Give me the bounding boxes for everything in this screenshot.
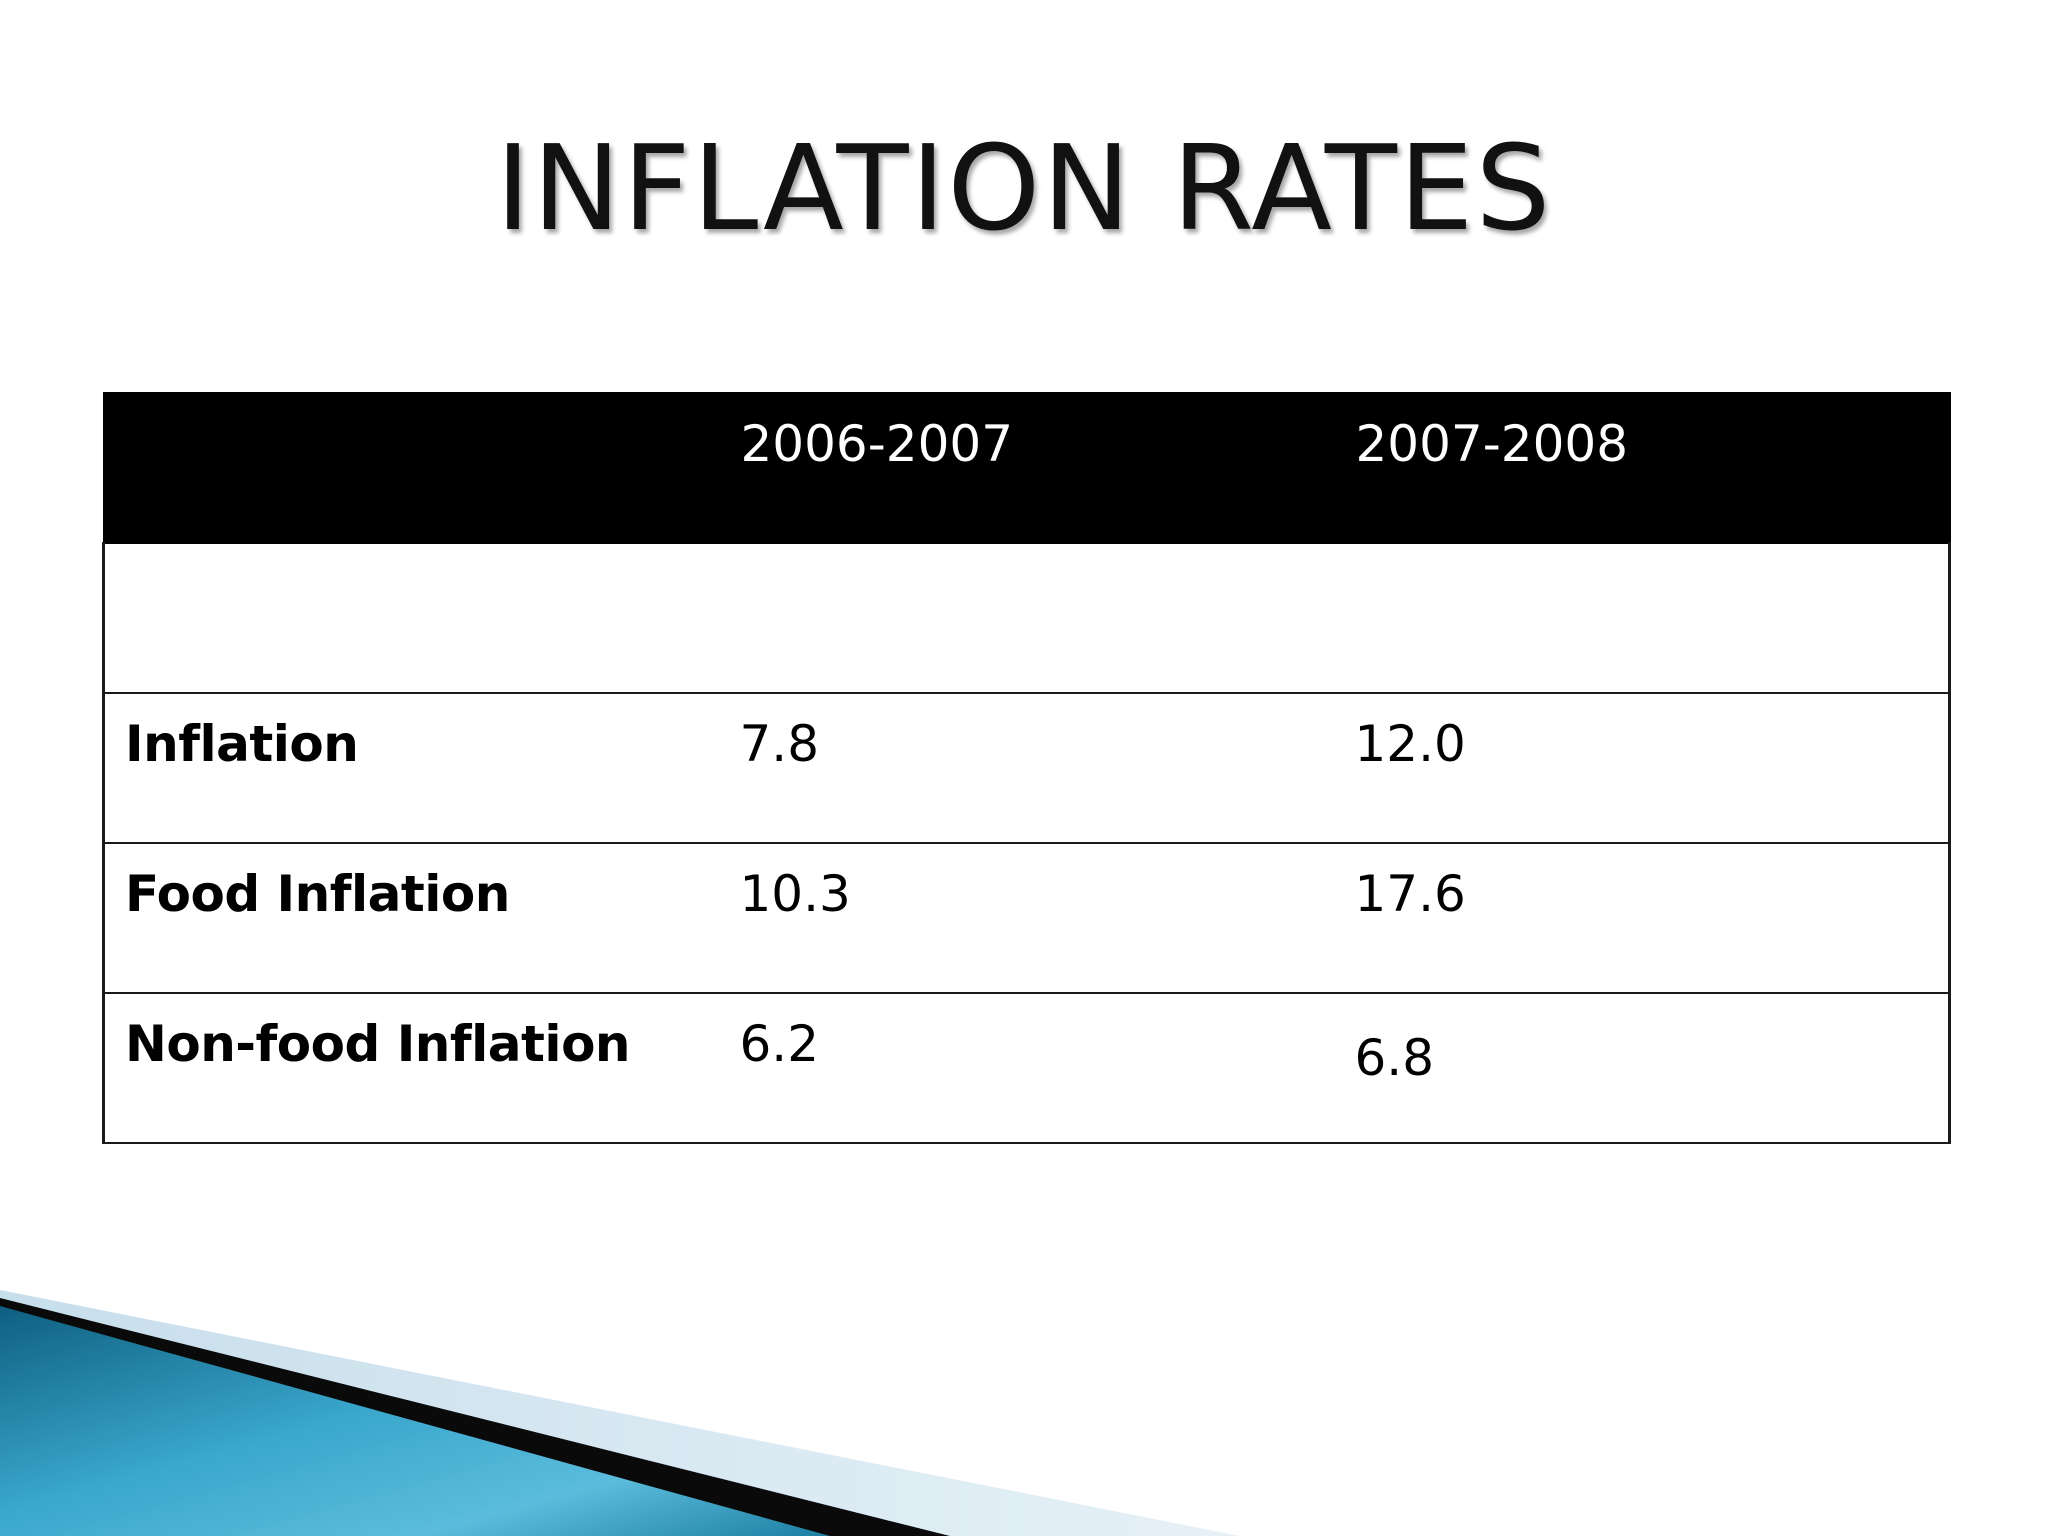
row-label-non-food-inflation: Non-food Inflation [102,992,720,1144]
table-cell: 17.6 [1334,842,1951,994]
table-row: Inflation 7.8 12.0 [102,692,1951,844]
header-cell-empty [102,392,721,544]
row-label-inflation: Inflation [102,692,720,844]
inflation-table: 2006-2007 2007-2008 Inflation 7.8 12.0 F… [102,392,1951,1144]
table-cell [719,542,1335,694]
table-cell: 12.0 [1334,692,1951,844]
table-cell: 7.8 [719,692,1335,844]
table-header-row: 2006-2007 2007-2008 [102,392,1951,544]
table-cell [1334,542,1951,694]
row-label-food-inflation: Food Inflation [102,842,720,994]
decorative-swoosh [0,1290,1240,1536]
header-cell-2006-2007: 2006-2007 [718,392,1336,544]
table-row: Non-food Inflation 6.2 6.8 [102,992,1951,1144]
table-cell: 10.3 [719,842,1335,994]
table-cell: 6.8 [1334,992,1951,1144]
table-row [102,542,1951,694]
teal-wedge [0,1306,830,1536]
table-row: Food Inflation 10.3 17.6 [102,842,1951,994]
row-label-empty [102,542,720,694]
slide-title: INFLATION RATES [495,119,1553,257]
header-cell-2007-2008: 2007-2008 [1333,392,1951,544]
table-cell: 6.2 [719,992,1335,1144]
